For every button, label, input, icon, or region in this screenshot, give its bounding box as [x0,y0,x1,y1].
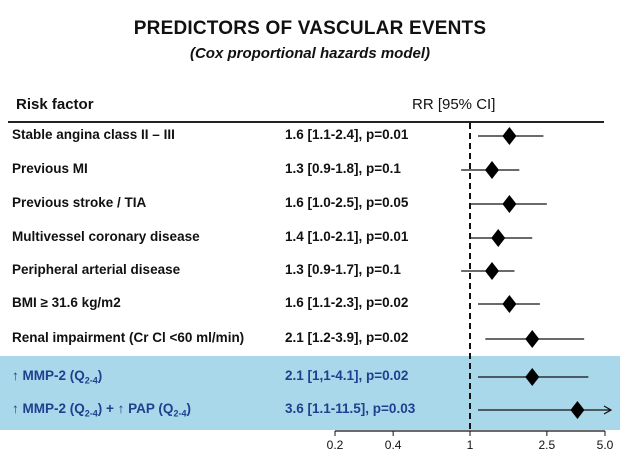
rr-marker [502,195,517,213]
label-subscript: 2-4 [84,408,98,419]
header-divider [8,121,604,123]
rr-marker [491,229,506,247]
row-rr-value: 1.4 [1.0-2.1], p=0.01 [285,229,409,244]
x-tick-label: 0.2 [327,438,344,452]
rr-marker [570,401,585,419]
row-label: ↑ MMP-2 (Q2-4) + ↑ PAP (Q2-4) [12,401,191,419]
up-arrow-icon: ↑ [12,401,23,416]
label-text: MMP-2 (Q [22,368,85,383]
x-tick-label: 0.4 [385,438,402,452]
x-tick-label: 2.5 [539,438,556,452]
label-subscript: 2-4 [173,408,187,419]
row-label: BMI ≥ 31.6 kg/m2 [12,295,121,310]
up-arrow-icon: ↑ [12,368,23,383]
row-label: Previous stroke / TIA [12,195,147,210]
label-text: ) + [97,401,118,416]
row-rr-value: 3.6 [1.1-11.5], p=0.03 [285,401,416,416]
x-tick-label: 1 [467,438,474,452]
chart-subtitle: (Cox proportional hazards model) [189,45,430,62]
header-rr-ci: RR [95% CI] [412,96,496,113]
row-rr-value: 2.1 [1.2-3.9], p=0.02 [285,330,409,345]
row-label: Multivessel coronary disease [12,229,200,244]
header-risk-factor: Risk factor [16,96,94,113]
label-text: ) [186,401,191,416]
row-label: Peripheral arterial disease [12,262,181,277]
ci-arrow-icon [603,405,613,415]
label-text: MMP-2 (Q [22,401,85,416]
rr-marker [525,368,540,386]
row-rr-value: 1.6 [1.0-2.5], p=0.05 [285,195,409,210]
row-rr-value: 1.3 [0.9-1.8], p=0.1 [285,161,401,176]
x-tick-label: 5.0 [597,438,614,452]
row-label: ↑ MMP-2 (Q2-4) [12,368,102,386]
row-label: Renal impairment (Cr Cl <60 ml/min) [12,330,245,345]
rr-marker [485,262,500,280]
up-arrow-icon: ↑ [117,401,125,416]
highlight-band [0,356,620,430]
rr-marker [502,127,517,145]
row-rr-value: 1.3 [0.9-1.7], p=0.1 [285,262,401,277]
row-rr-value: 2.1 [1,1-4.1], p=0.02 [285,368,409,383]
chart-title: PREDICTORS OF VASCULAR EVENTS [133,18,487,39]
label-subscript: 2-4 [84,375,98,386]
rr-marker [485,161,500,179]
row-rr-value: 1.6 [1.1-2.3], p=0.02 [285,295,409,310]
rr-marker [525,330,540,348]
label-text: ) [97,368,103,383]
row-rr-value: 1.6 [1.1-2.4], p=0.01 [285,127,409,142]
row-label: Stable angina class II – III [12,127,175,142]
rr-marker [502,295,517,313]
row-label: Previous MI [12,161,88,176]
label-text: PAP (Q [124,401,174,416]
